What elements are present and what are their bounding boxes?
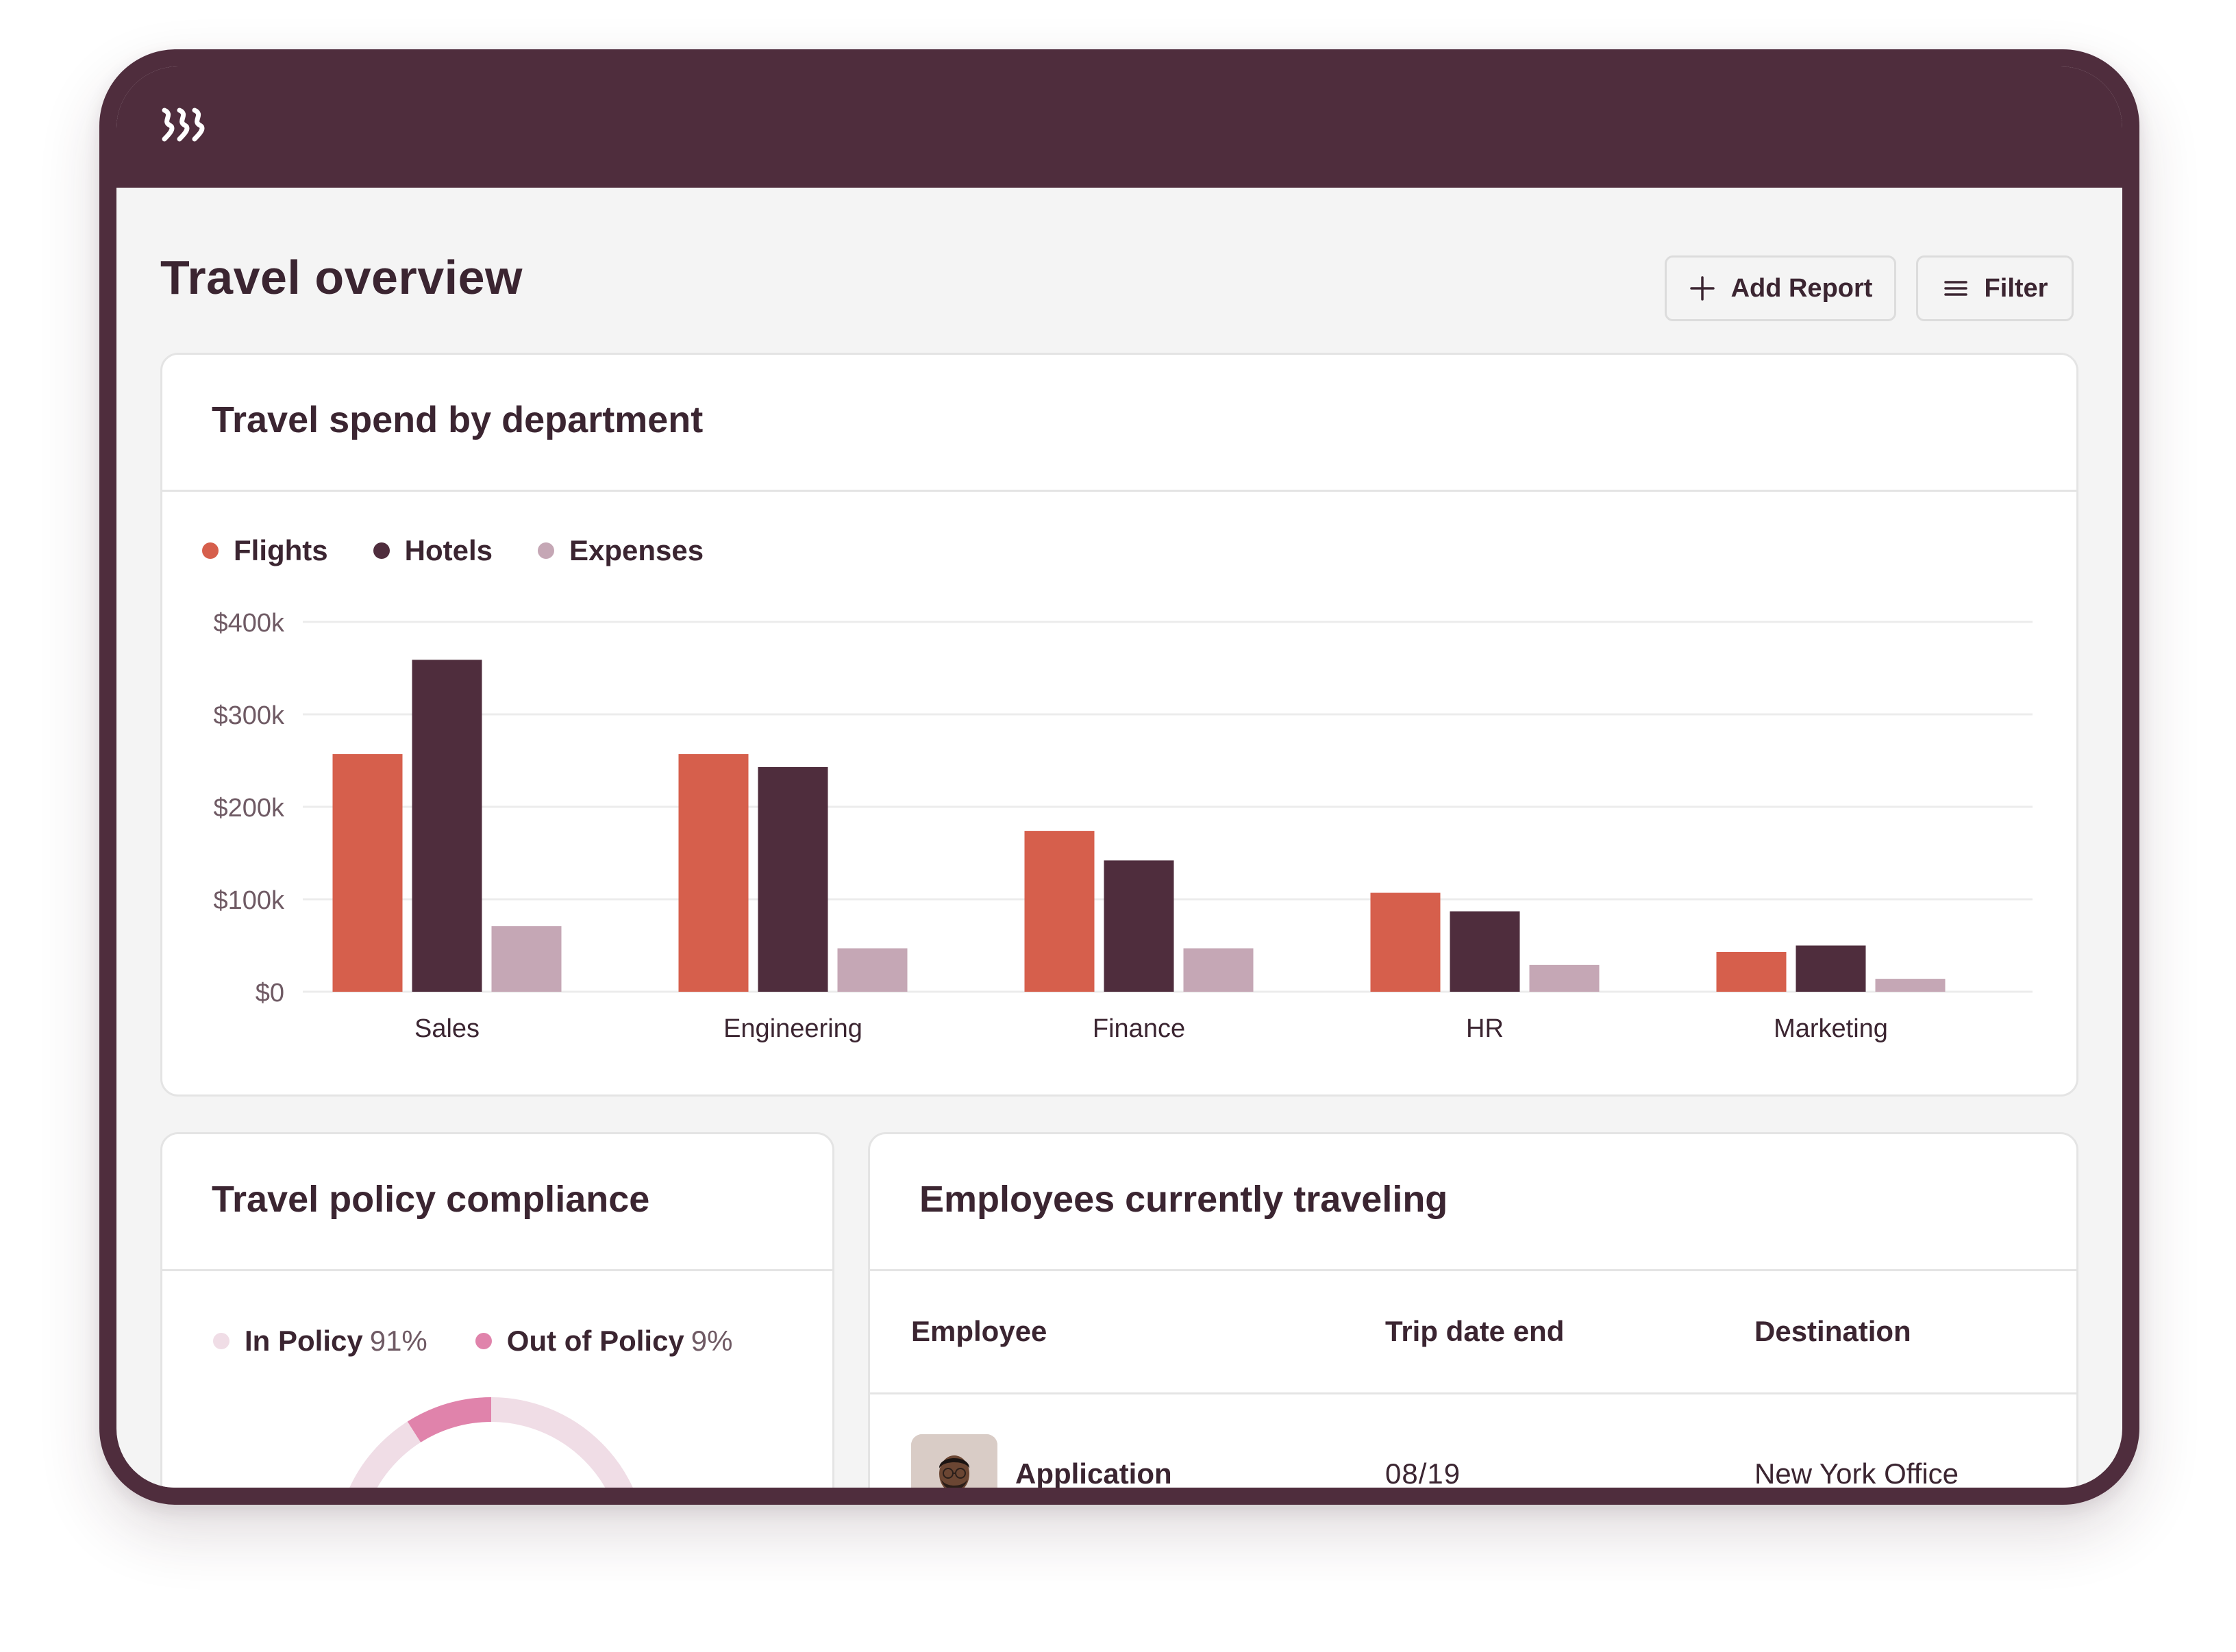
bar-hotels-sales[interactable]	[412, 660, 482, 992]
legend-label: Hotels	[404, 534, 493, 566]
table-row[interactable]: Application 08/19 New York Office	[870, 1394, 2076, 1488]
bar-hotels-finance[interactable]	[1104, 860, 1174, 992]
page-title: Travel overview	[160, 251, 523, 304]
bar-expenses-marketing[interactable]	[1875, 979, 1946, 992]
add-report-button[interactable]: Add Report	[1665, 255, 1896, 321]
bar-hotels-hr[interactable]	[1450, 911, 1520, 992]
filter-label: Filter	[1984, 273, 2048, 303]
bar-expenses-sales[interactable]	[491, 926, 562, 992]
app-screen: Travel overview Add Report Filter Travel…	[116, 66, 2122, 1488]
bar-expenses-engineering[interactable]	[837, 948, 908, 992]
y-tick-label: $100k	[213, 886, 285, 915]
add-report-label: Add Report	[1730, 273, 1873, 303]
card-title: Travel spend by department	[212, 399, 704, 440]
legend-label: Flights	[234, 534, 328, 566]
legend-label: Expenses	[569, 534, 704, 566]
employee-name[interactable]: Application	[1015, 1457, 1172, 1488]
donut-segment-out-of-policy[interactable]	[407, 1397, 492, 1443]
bar-flights-engineering[interactable]	[678, 754, 749, 992]
legend-dot-out-of-policy	[475, 1333, 492, 1349]
bar-flights-marketing[interactable]	[1716, 951, 1787, 992]
legend-percent: 91%	[369, 1325, 427, 1357]
legend-item-out-of-policy[interactable]: Out of Policy 9%	[475, 1325, 733, 1357]
x-tick-label: Sales	[414, 1014, 480, 1043]
bar-expenses-hr[interactable]	[1529, 964, 1600, 992]
legend-item-flights[interactable]: Flights	[202, 534, 328, 567]
card-header: Travel policy compliance	[162, 1134, 832, 1271]
compliance-donut-chart	[349, 1397, 633, 1488]
column-header-destination[interactable]: Destination	[1754, 1315, 1911, 1347]
legend-dot-expenses	[538, 542, 555, 559]
trip-date-end: 08/19	[1385, 1457, 1461, 1488]
bar-hotels-marketing[interactable]	[1796, 945, 1866, 992]
plus-icon	[1689, 276, 1715, 301]
avatar	[911, 1434, 997, 1488]
bar-expenses-finance[interactable]	[1183, 948, 1254, 992]
legend-dot-in-policy	[213, 1333, 229, 1349]
bar-flights-sales[interactable]	[332, 754, 403, 992]
legend-item-expenses[interactable]: Expenses	[538, 534, 704, 567]
bar-flights-finance[interactable]	[1024, 831, 1095, 992]
legend-item-in-policy[interactable]: In Policy 91%	[213, 1325, 427, 1357]
legend-percent: 9%	[691, 1325, 733, 1357]
filter-button[interactable]: Filter	[1916, 255, 2074, 321]
legend-label: Out of Policy	[506, 1325, 684, 1357]
bar-chart: $0 $100k $200k $300k $400k Sales Engineering Fi…	[213, 609, 2033, 1043]
brand-logo-icon[interactable]	[160, 108, 208, 142]
y-tick-label: $200k	[213, 794, 285, 823]
table-header: Employee Trip date end Destination	[870, 1271, 2076, 1394]
top-nav-bar	[116, 66, 2122, 188]
legend-dot-hotels	[373, 542, 390, 559]
card-title: Employees currently traveling	[919, 1179, 1448, 1220]
y-tick-label: $0	[256, 979, 284, 1008]
travel-spend-card: Travel spend by department Flights Hotel…	[160, 353, 2078, 1097]
bar-hotels-engineering[interactable]	[758, 766, 828, 992]
column-header-trip-date-end[interactable]: Trip date end	[1385, 1315, 1565, 1347]
avatar-person-icon	[911, 1434, 997, 1488]
x-tick-label: HR	[1466, 1014, 1504, 1043]
chart-legend: Flights Hotels Expenses	[202, 534, 749, 567]
x-tick-label: Finance	[1093, 1014, 1185, 1043]
menu-lines-icon	[1943, 281, 1967, 296]
y-tick-label: $400k	[213, 609, 285, 638]
policy-compliance-card: Travel policy compliance In Policy 91% O…	[160, 1132, 834, 1488]
y-tick-label: $300k	[213, 701, 285, 730]
column-header-employee[interactable]: Employee	[911, 1315, 1047, 1347]
bar-flights-hr[interactable]	[1370, 892, 1441, 992]
legend-label: In Policy	[245, 1325, 363, 1357]
compliance-legend: In Policy 91% Out of Policy 9%	[213, 1325, 781, 1357]
device-frame: Travel overview Add Report Filter Travel…	[99, 49, 2139, 1505]
x-tick-label: Engineering	[723, 1014, 862, 1043]
destination: New York Office	[1754, 1457, 1959, 1488]
legend-item-hotels[interactable]: Hotels	[373, 534, 493, 567]
employees-traveling-card: Employees currently traveling Employee T…	[868, 1132, 2078, 1488]
card-header: Employees currently traveling	[870, 1134, 2076, 1271]
legend-dot-flights	[202, 542, 219, 559]
card-header: Travel spend by department	[162, 355, 2076, 492]
x-tick-label: Marketing	[1774, 1014, 1888, 1043]
card-title: Travel policy compliance	[212, 1179, 650, 1220]
